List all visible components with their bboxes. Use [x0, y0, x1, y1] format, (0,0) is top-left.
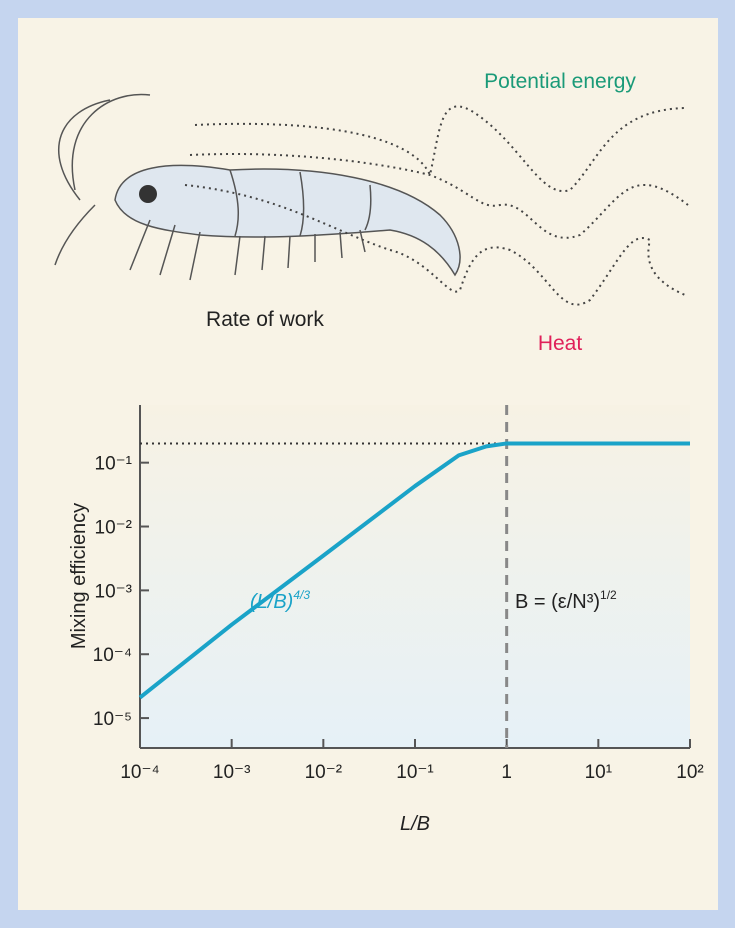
- heat-label: Heat: [538, 332, 583, 355]
- scale-annotation-sup: 1/2: [600, 588, 617, 602]
- scale-annotation-base: B = (ε/N³): [515, 591, 600, 613]
- y-tick-label: 10⁻¹: [95, 454, 133, 475]
- energy-wave: [184, 105, 689, 306]
- x-tick-label: 10⁻²: [305, 762, 343, 783]
- scale-annotation: B = (ε/N³)1/2: [515, 588, 617, 613]
- potential-energy-label: Potential energy: [484, 70, 636, 93]
- y-tick-label: 10⁻⁵: [93, 709, 132, 730]
- rate-of-work-label: Rate of work: [206, 308, 324, 331]
- x-axis-label: L/B: [400, 813, 430, 835]
- y-tick-label: 10⁻³: [95, 581, 133, 602]
- y-axis-label: Mixing efficiency: [68, 503, 90, 649]
- x-tick-label: 10⁻⁴: [120, 762, 159, 783]
- x-tick-label: 10¹: [585, 762, 612, 783]
- x-tick-label: 10⁻³: [213, 762, 251, 783]
- y-tick-label: 10⁻⁴: [93, 645, 132, 666]
- x-tick-label: 1: [501, 762, 512, 783]
- y-tick-label: 10⁻²: [95, 518, 133, 539]
- shrimp-eye: [139, 185, 157, 203]
- data-line: [138, 441, 690, 700]
- plot-background: [140, 405, 690, 748]
- slope-annotation-sup: 4/3: [293, 588, 310, 602]
- x-tick-label: 10²: [676, 762, 703, 783]
- slope-annotation-base: (L/B): [250, 591, 293, 613]
- x-tick-label: 10⁻¹: [396, 762, 434, 783]
- shrimp: [54, 93, 461, 281]
- slope-annotation: (L/B)4/3: [250, 588, 310, 613]
